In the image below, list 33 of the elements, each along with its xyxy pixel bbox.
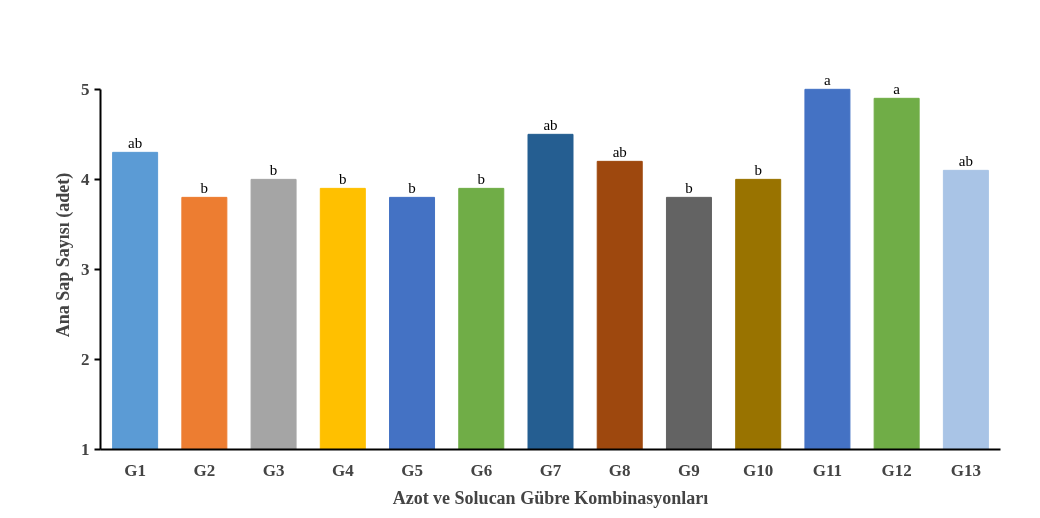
y-tick-label: 1 [81, 440, 90, 459]
x-tick-label: G9 [678, 460, 700, 480]
annotation: ab [128, 135, 143, 152]
y-axis-title: Ana Sap Sayısı (adet) [53, 172, 74, 338]
x-tick-label: G10 [743, 460, 774, 480]
x-axis-title: Azot ve Solucan Gübre Kombinasyonları [392, 487, 709, 508]
y-tick-label: 3 [81, 259, 90, 279]
y-tick-label: 2 [81, 349, 90, 369]
x-tick-label: G1 [124, 460, 146, 480]
annotation: b [754, 162, 762, 179]
annotation: a [893, 81, 901, 98]
annotation: ab [543, 117, 558, 134]
x-tick-label: G12 [881, 460, 912, 480]
y-tick-label: 5 [81, 79, 90, 99]
x-tick-label: G2 [193, 460, 216, 480]
annotation: b [685, 180, 693, 197]
x-tick-label: G11 [812, 460, 843, 480]
annotation: ab [958, 153, 973, 170]
x-tick-label: G4 [331, 460, 355, 480]
x-tick-label: G5 [401, 460, 423, 480]
y-tick-label: 4 [81, 169, 90, 189]
annotation: b [339, 171, 347, 188]
annotation: b [200, 180, 209, 197]
annotation: b [269, 162, 278, 179]
annotation: b [408, 180, 416, 197]
x-tick-label: G8 [608, 460, 631, 480]
x-tick-label: G6 [470, 460, 493, 480]
annotation: ab [612, 144, 627, 161]
annotation: b [477, 171, 486, 188]
x-tick-label: G3 [262, 460, 285, 480]
x-tick-label: G13 [950, 460, 982, 480]
x-tick-label: G7 [539, 460, 562, 480]
annotation: a [824, 72, 832, 89]
